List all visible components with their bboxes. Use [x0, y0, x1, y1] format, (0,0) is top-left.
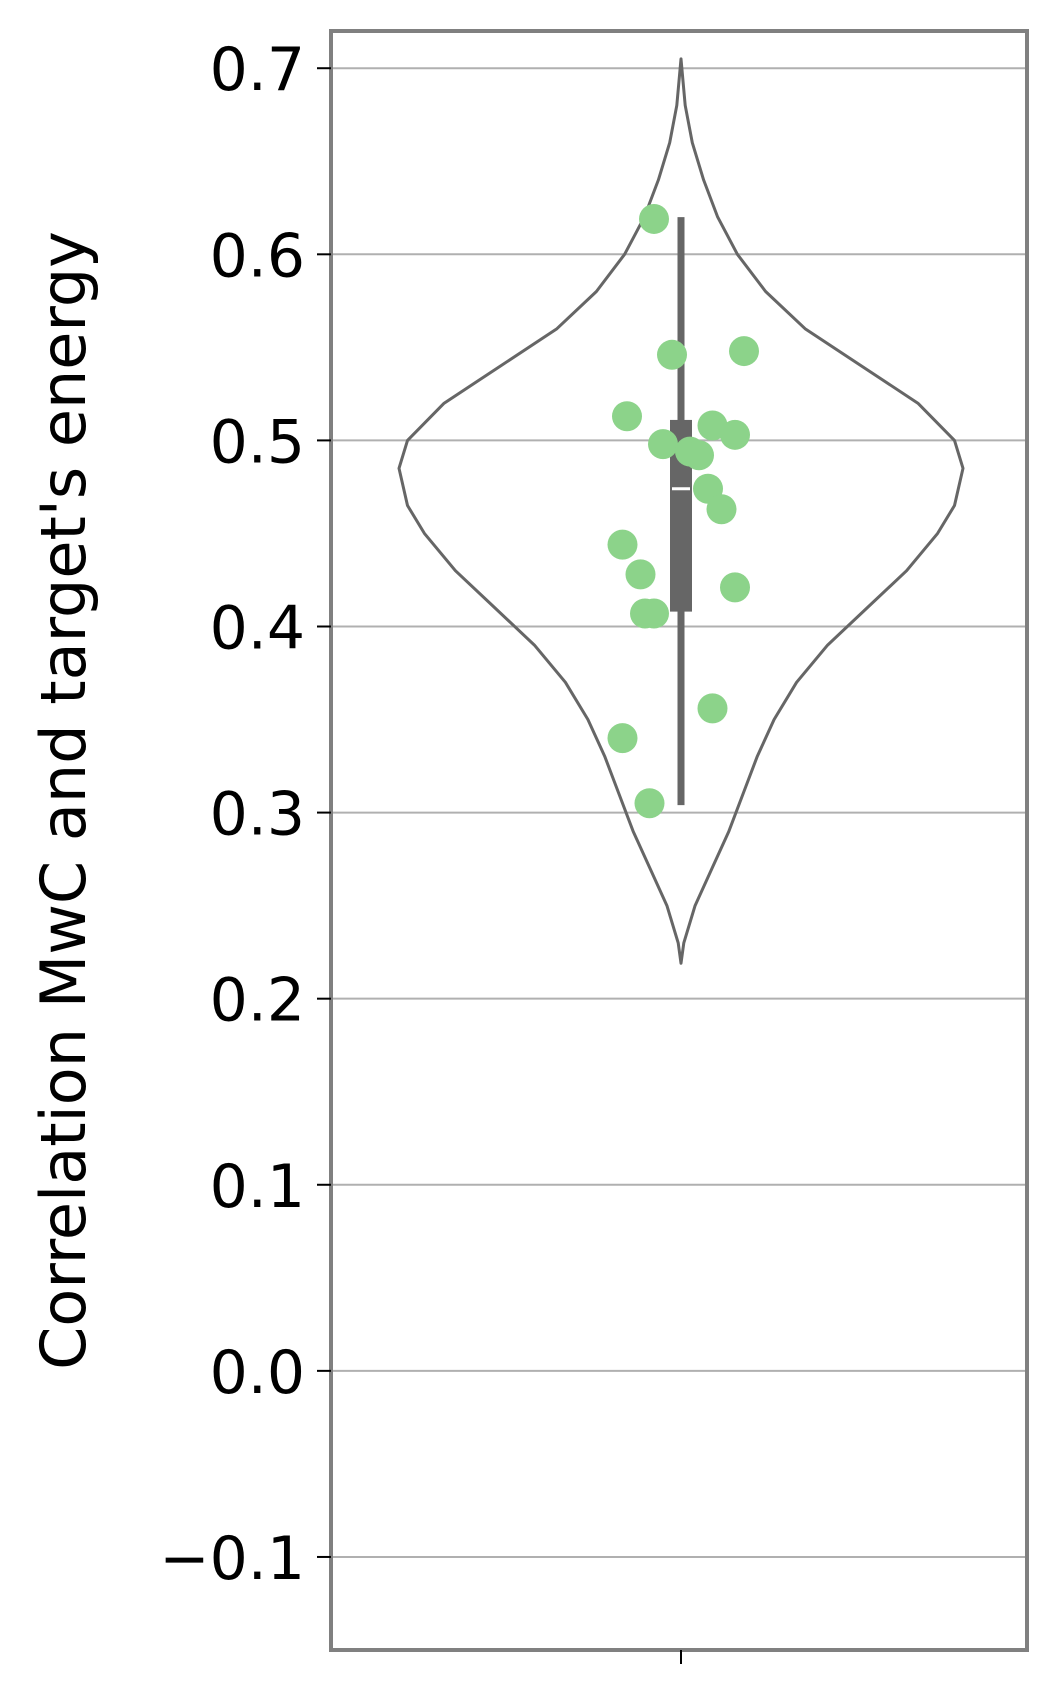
data-point [639, 203, 669, 234]
points-layer [607, 203, 759, 819]
y-tick-label: −0.1 [159, 1524, 305, 1594]
data-point [697, 693, 728, 724]
y-tick-label: 0.5 [210, 407, 305, 477]
data-point [720, 572, 750, 603]
data-point [639, 598, 669, 629]
boxplot-layer [670, 217, 692, 806]
y-tick-label: 0.4 [210, 593, 305, 663]
data-point [729, 336, 759, 367]
data-point [648, 429, 678, 460]
y-tick-label: 0.0 [210, 1338, 305, 1408]
iqr-box [670, 419, 692, 612]
data-point [634, 788, 665, 819]
y-tick-label: 0.7 [210, 35, 305, 105]
data-point [706, 494, 737, 525]
data-point [612, 401, 642, 432]
data-point [720, 419, 750, 450]
y-tick-label: 0.1 [210, 1152, 305, 1222]
data-point [684, 440, 714, 471]
data-point [625, 559, 656, 590]
data-point [607, 529, 638, 560]
plot-frame [329, 29, 1029, 1652]
y-tick-label: 0.6 [210, 221, 305, 291]
data-point [697, 410, 728, 441]
y-axis-ticks: −0.1 0.0 0.1 0.2 0.3 0.4 0.5 0.6 0.7 [159, 35, 331, 1594]
data-point [657, 339, 687, 370]
violin-body [397, 57, 965, 965]
y-axis-label: Correlation MwC and target's energy [27, 231, 100, 1370]
data-point [607, 723, 638, 754]
y-tick-label: 0.2 [210, 966, 305, 1036]
violin-layer [397, 57, 965, 965]
y-tick-label: 0.3 [210, 780, 305, 850]
